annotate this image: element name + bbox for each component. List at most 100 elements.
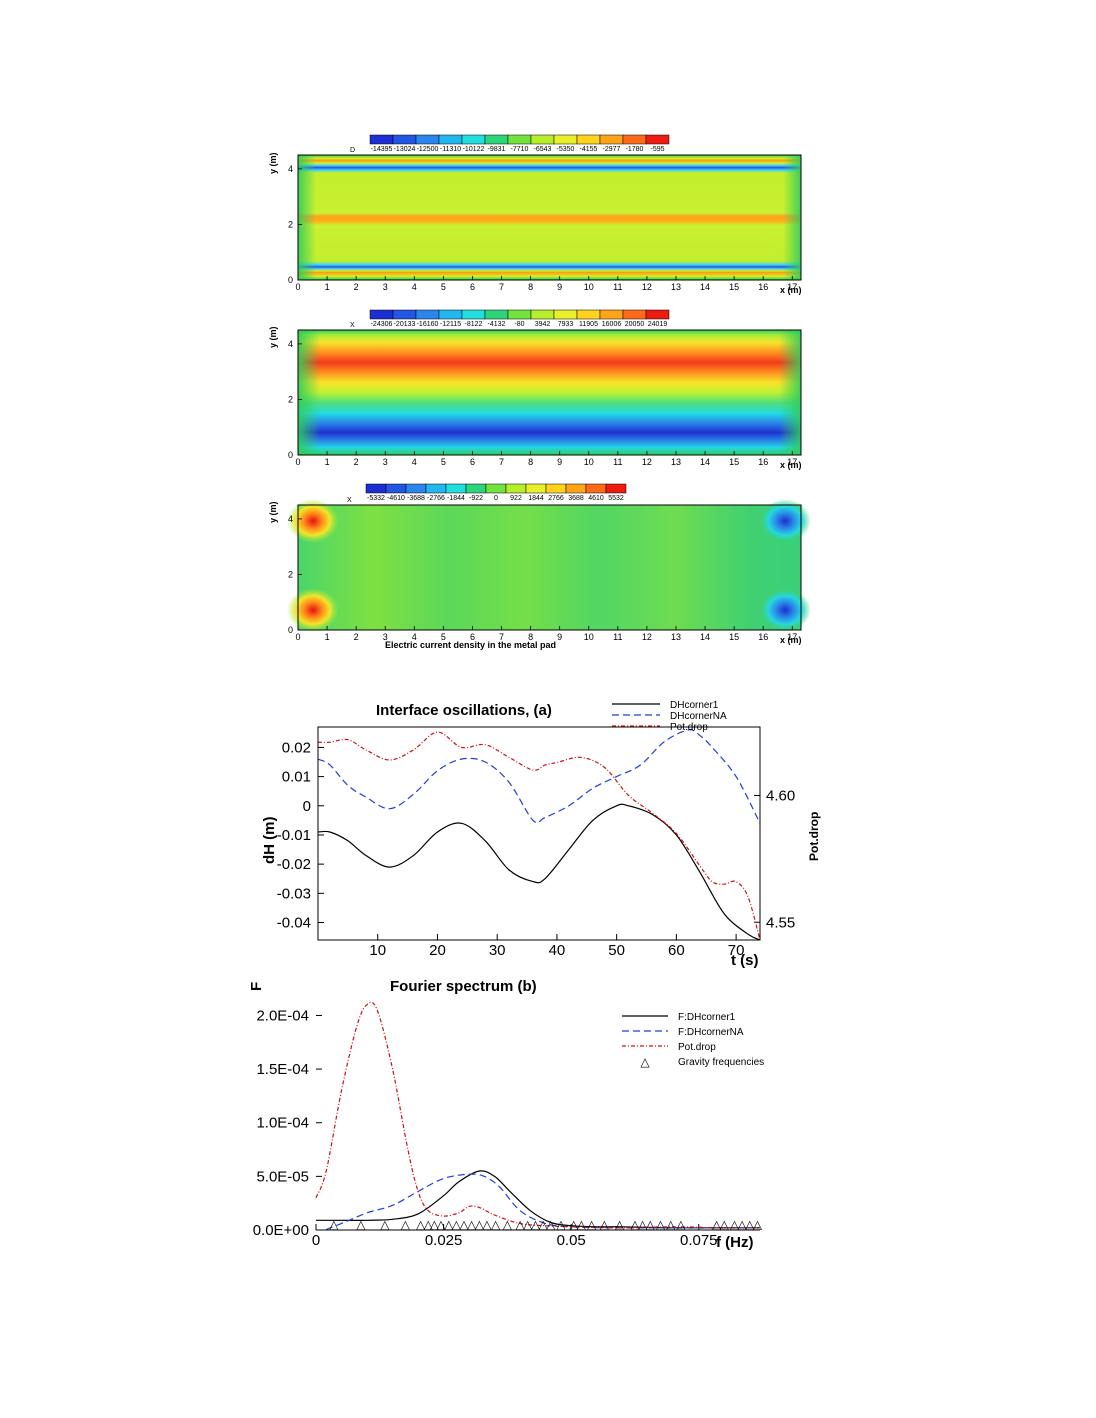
colorbar-swatch (622, 134, 647, 145)
colorbar-label: -14395 (371, 146, 393, 153)
gravity-frequency-marker: △ (401, 1217, 411, 1231)
contour-3-frame (297, 504, 802, 631)
gravity-frequency-marker: △ (380, 1217, 390, 1231)
y-tick-label: 1.0E-04 (256, 1115, 309, 1132)
colorbar-label: -4132 (488, 321, 506, 328)
x-tick-label: 3 (383, 632, 388, 642)
x-tick-label: 11 (613, 282, 622, 292)
colorbar-label: -11310 (440, 146, 461, 153)
x-tick-label: 1 (325, 282, 330, 292)
x-tick-label: 50 (608, 942, 625, 959)
x-tick-label: 40 (549, 942, 566, 959)
colorbar-swatch (622, 309, 647, 320)
series-line-dhcorner1 (317, 803, 761, 941)
contour-panel-1: D -14395 -13024 -12500 -11310 -10122 -9831 -77… (268, 134, 802, 295)
colorbar-2-labels: -24306 -20133 -16160 -12115 -8122 -4132 -80 394… (371, 321, 668, 328)
colorbar-2-swatches (369, 309, 670, 320)
colorbar-swatch (645, 134, 670, 145)
gravity-frequency-marker: △ (615, 1217, 625, 1231)
colorbar-label: -16160 (417, 321, 439, 328)
gravity-frequency-marker: △ (556, 1217, 566, 1231)
colorbar-swatch (369, 134, 394, 145)
x-tick-label: 12 (642, 632, 652, 642)
x-tick-label: 0.025 (425, 1232, 463, 1249)
x-tick-label: 15 (729, 632, 739, 642)
colorbar-label: -595 (650, 146, 664, 153)
colorbar-swatch (545, 483, 567, 494)
series-line-pot-drop (317, 731, 761, 941)
y-tick-label: 0 (303, 798, 311, 815)
colorbar-swatch (461, 134, 486, 145)
chart-b-markers: △ △ △ △ △△△△△△△△△△ △ △ △△△△△ △ △△ △ △ △ △△△ △ △ △ △△ △△△△ (329, 1217, 763, 1231)
colorbar-3-labels: -5332 -4610 -3688 -2766 -1844 -922 0 922 1844 276… (367, 495, 624, 502)
colorbar-3-variable: X (347, 497, 352, 504)
chart-a-frame (317, 726, 761, 941)
legend-label: DHcorner1 (670, 700, 719, 711)
colorbar-label: -10122 (463, 146, 485, 153)
gravity-frequency-marker: △ (577, 1217, 587, 1231)
colorbar-swatch (465, 483, 487, 494)
x-tick-label: 0.075 (680, 1232, 718, 1249)
contour-3-ylabel: y (m) (268, 501, 278, 523)
contour-2-edge-left (298, 330, 320, 455)
x-tick-label: 9 (557, 457, 562, 467)
contour-2-ylabel: y (m) (268, 326, 278, 348)
x-tick-label: 17 (787, 457, 797, 467)
x-tick-label: 8 (528, 457, 533, 467)
colorbar-label: -922 (469, 495, 483, 502)
gravity-frequency-marker: △ (712, 1217, 722, 1231)
gravity-frequency-marker: △ (491, 1217, 501, 1231)
y-tick-label: 4 (288, 164, 293, 174)
x-tick-label: 3 (383, 282, 388, 292)
colorbar-swatch (484, 309, 509, 320)
contour-panel-3: X -5332 -4610 -3688 -2766 -1844 -922 0 922 1844 2… (268, 483, 811, 650)
chart-a-xticks: 10 20 30 40 50 60 70 (369, 934, 744, 959)
gravity-frequency-marker: △ (546, 1217, 556, 1231)
x-tick-label: 7 (499, 457, 504, 467)
colorbar-label: 5532 (608, 495, 624, 502)
series-line-pot-drop (315, 1001, 761, 1229)
gravity-frequency-marker: △ (416, 1217, 426, 1231)
colorbar-2-variable: X (350, 322, 355, 329)
x-tick-label: 10 (369, 942, 386, 959)
y-right-tick-label: 4.55 (766, 914, 795, 931)
x-tick-label: 17 (787, 632, 797, 642)
colorbar-label: -7710 (511, 146, 529, 153)
y-right-tick-label: 4.60 (766, 787, 795, 804)
gravity-frequency-marker: △ (666, 1217, 676, 1231)
colorbar-swatch (392, 309, 417, 320)
gravity-frequency-marker: △ (467, 1217, 477, 1231)
colorbar-swatch (485, 483, 507, 494)
x-tick-label: 9 (557, 632, 562, 642)
y-tick-label: 0.01 (282, 769, 311, 786)
y-tick-label: 1.5E-04 (256, 1061, 309, 1078)
x-tick-label: 14 (700, 282, 710, 292)
x-tick-label: 15 (729, 457, 739, 467)
contour-2-field (298, 330, 801, 455)
chart-a-yticks-right: 4.60 4.55 (754, 787, 795, 931)
colorbar-swatch (585, 483, 607, 494)
colorbar-label: -3688 (407, 495, 425, 502)
chart-a-yticks: 0.02 0.01 0 -0.01 -0.02 -0.03 -0.04 (277, 739, 324, 931)
y-tick-label: 0 (288, 275, 293, 285)
colorbar-label: 2766 (548, 495, 564, 502)
x-tick-label: 4 (412, 282, 417, 292)
gravity-frequency-marker: △ (569, 1217, 579, 1231)
y-tick-label: 2.0E-04 (256, 1007, 309, 1024)
gravity-frequency-marker: △ (730, 1217, 740, 1231)
colorbar-label: 16006 (602, 321, 622, 328)
gravity-frequency-marker: △ (459, 1217, 469, 1231)
colorbar-label: -13024 (394, 146, 416, 153)
contour-1-ylabel: y (m) (268, 152, 278, 174)
chart-b-ylabel: F (248, 982, 265, 991)
x-tick-label: 70 (728, 942, 745, 959)
legend-label: DHcornerNA (670, 711, 727, 722)
legend-label: Pot.drop (678, 1042, 716, 1053)
colorbar-label: -2977 (603, 146, 621, 153)
x-tick-label: 2 (354, 282, 359, 292)
chart-b-xlabel: f (Hz) (716, 1234, 754, 1251)
y-tick-label: 0.02 (282, 739, 311, 756)
gravity-frequency-marker: △ (538, 1217, 548, 1231)
x-tick-label: 2 (354, 632, 359, 642)
gravity-frequency-marker: △ (753, 1217, 763, 1231)
